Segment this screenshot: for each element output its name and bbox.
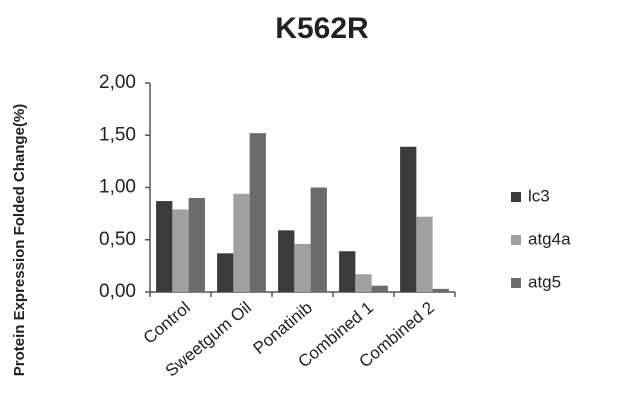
- bar: [233, 193, 250, 292]
- bar: [310, 187, 327, 292]
- chart-title: K562R: [275, 12, 369, 45]
- bar: [278, 230, 295, 292]
- bar: [217, 253, 234, 292]
- y-tick-label: 2,00: [99, 72, 136, 93]
- legend-swatch: [511, 235, 521, 245]
- bar: [355, 274, 372, 292]
- bar: [156, 201, 173, 292]
- y-tick-label: 0,50: [99, 229, 136, 250]
- bar: [249, 133, 266, 292]
- bar: [400, 146, 417, 292]
- legend-label: atg4a: [528, 229, 571, 248]
- bar: [294, 243, 311, 292]
- legend-label: lc3: [528, 186, 550, 205]
- bar: [432, 288, 449, 292]
- y-tick-label: 0,00: [99, 281, 136, 302]
- x-tick-label: Control: [140, 298, 194, 348]
- legend-label: atg5: [528, 272, 561, 291]
- bar: [416, 216, 433, 292]
- legend-swatch: [511, 192, 521, 202]
- bar: [172, 209, 189, 292]
- bar: [188, 197, 205, 292]
- y-tick-label: 1,00: [99, 177, 136, 198]
- legend-swatch: [511, 278, 521, 288]
- y-tick-label: 1,50: [99, 124, 136, 145]
- y-axis-label: Protein Expression Folded Change(%): [11, 104, 28, 377]
- bar: [371, 285, 388, 292]
- bar: [339, 251, 356, 292]
